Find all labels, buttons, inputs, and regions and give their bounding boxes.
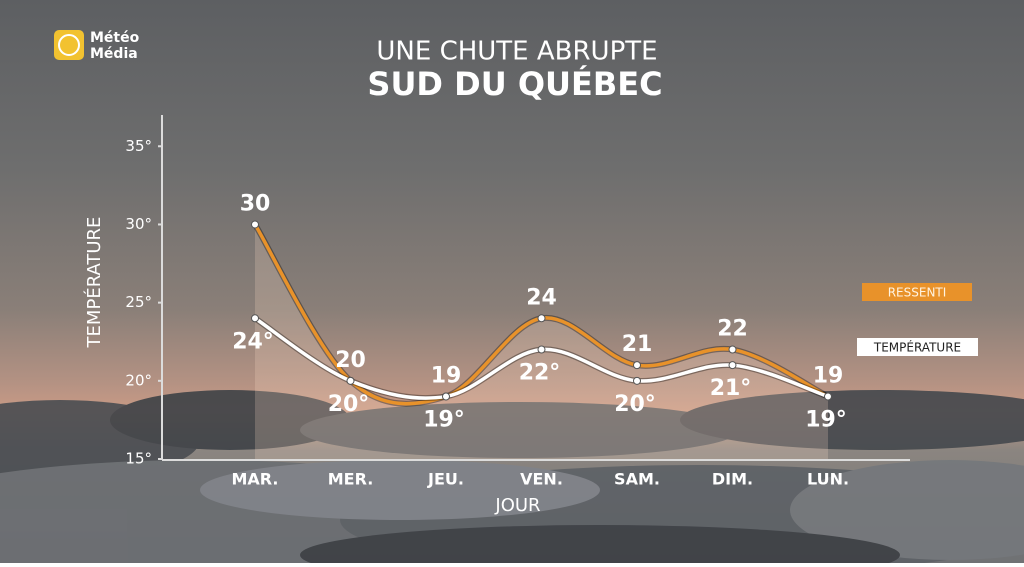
data-label: 22: [717, 317, 748, 342]
point: [537, 345, 546, 354]
data-label: 24°: [232, 329, 274, 354]
x-axis-title: JOUR: [494, 495, 540, 516]
x-tick-label: VEN.: [520, 470, 563, 489]
legend-swatch: [862, 283, 972, 301]
clouds: [0, 390, 1024, 567]
data-label: 30: [240, 191, 271, 216]
data-label: 20°: [328, 392, 370, 417]
y-tick-label: 15°: [125, 450, 152, 468]
chart-title: UNE CHUTE ABRUPTE: [376, 37, 657, 67]
point: [537, 314, 546, 323]
data-label: 19: [431, 363, 462, 388]
data-label: 19: [813, 363, 844, 388]
y-tick-label: 25°: [125, 293, 152, 311]
data-label: 19°: [805, 407, 847, 432]
data-label: 21: [622, 332, 653, 357]
y-axis-title: TEMPÉRATURE: [83, 217, 105, 349]
logo-text: Météo: [90, 30, 140, 46]
point: [728, 345, 737, 354]
x-tick-label: DIM.: [712, 470, 753, 489]
x-tick-label: MAR.: [232, 470, 279, 489]
data-label: 22°: [519, 361, 561, 386]
data-label: 19°: [423, 407, 465, 432]
data-label: 21°: [710, 376, 752, 401]
x-tick-label: JEU.: [427, 470, 464, 489]
point: [251, 220, 259, 229]
point: [728, 361, 737, 370]
logo-globe: [58, 34, 80, 56]
data-label: 20: [335, 348, 366, 373]
point: [251, 314, 259, 323]
legend-label: TEMPÉRATURE: [873, 340, 961, 355]
y-tick-label: 35°: [125, 137, 152, 155]
data-label: 24: [526, 285, 557, 310]
point: [346, 376, 355, 385]
point: [633, 376, 641, 385]
x-tick-label: LUN.: [807, 470, 849, 489]
point: [633, 361, 641, 370]
area: [255, 224, 828, 459]
y-tick-label: 20°: [125, 371, 152, 389]
logo-text: Média: [90, 46, 138, 62]
x-tick-label: SAM.: [614, 470, 660, 489]
data-label: 20°: [614, 392, 656, 417]
legend-swatch: [857, 338, 978, 356]
y-tick-label: 30°: [125, 215, 152, 233]
point: [824, 392, 832, 401]
logo: Météo Média: [54, 30, 140, 62]
chart-subtitle: SUD DU QUÉBEC: [367, 65, 662, 103]
x-tick-label: MER.: [328, 470, 374, 489]
legend-label: RESSENTI: [888, 286, 947, 300]
point: [442, 392, 450, 401]
